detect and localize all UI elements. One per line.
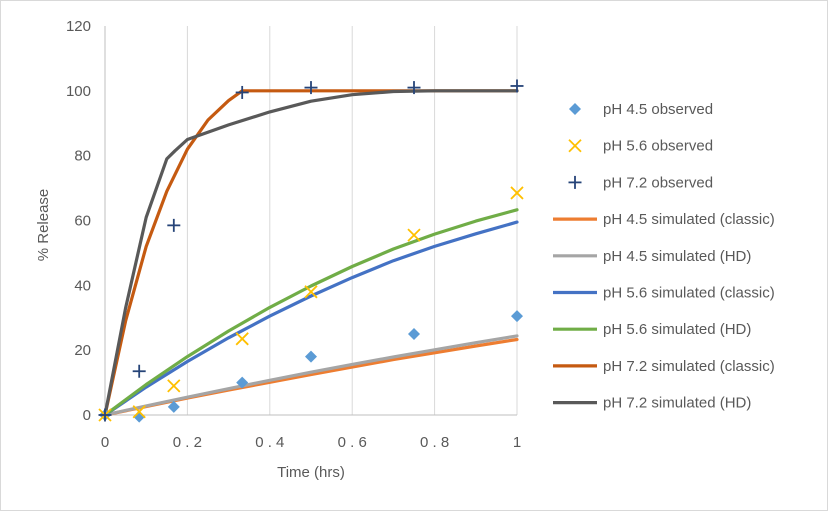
x-axis-title: Time (hrs) xyxy=(277,464,345,481)
ph-5-6-simulated-hd-line xyxy=(103,208,519,417)
ph-5-6-observed-point xyxy=(235,332,249,346)
legend-swatch xyxy=(568,175,582,189)
ph-5-6-observed-point xyxy=(132,405,146,419)
ph-7-2-observed-point xyxy=(304,81,318,95)
ph-4-5-observed-point xyxy=(167,400,180,413)
legend-label: pH 4.5 observed xyxy=(603,101,713,118)
ph-5-6-observed-point xyxy=(407,228,421,242)
legend-label: pH 5.6 simulated (HD) xyxy=(603,321,751,338)
ph-5-6-observed-point xyxy=(167,379,181,393)
x-tick-label: 0 . 4 xyxy=(255,434,284,451)
marker-stroke xyxy=(510,186,524,200)
y-tick-label: 100 xyxy=(66,83,91,100)
legend-entry-ph-4-5-simulated-hd: pH 4.5 simulated (HD) xyxy=(553,248,751,265)
y-axis-title: % Release xyxy=(35,189,52,262)
legend-label: pH 4.5 simulated (classic) xyxy=(603,211,775,228)
marker-stroke xyxy=(568,139,582,153)
ph-5-6-simulated-classic-line xyxy=(103,220,519,417)
legend-entry-ph-5-6-simulated-classic: pH 5.6 simulated (classic) xyxy=(553,285,775,302)
ph-4-5-observed-point xyxy=(305,350,317,363)
ph-7-2-simulated-classic-line xyxy=(103,89,519,417)
ph-4-5-observed-point xyxy=(236,376,249,389)
legend-entry-ph-7-2-simulated-hd: pH 7.2 simulated (HD) xyxy=(553,395,751,412)
y-tick-label: 120 xyxy=(66,18,91,35)
x-tick-label: 0 . 2 xyxy=(173,434,202,451)
ph-7-2-observed-point xyxy=(98,408,112,422)
y-tick-label: 20 xyxy=(74,342,91,359)
y-tick-label: 80 xyxy=(74,148,91,165)
legend-label: pH 4.5 simulated (HD) xyxy=(603,248,751,265)
grid-layer xyxy=(186,26,518,415)
marker-stroke xyxy=(407,228,421,242)
marker-stroke xyxy=(235,332,249,346)
axis-layer: 0 0 . 2 0 . 4 0 . 6 0 . 8 1 0 20 40 60 80 100 120 xyxy=(66,18,521,451)
ph-5-6-observed-point xyxy=(510,186,524,200)
legend-entry-ph-4-5-observed: pH 4.5 observed xyxy=(569,101,713,118)
marker-layer xyxy=(98,79,524,423)
legend-label: pH 7.2 simulated (HD) xyxy=(603,395,751,412)
ph-4-5-simulated-hd-line xyxy=(103,334,519,417)
y-tick-label: 0 xyxy=(83,407,91,424)
legend-label: pH 5.6 observed xyxy=(603,138,713,155)
marker-stroke xyxy=(132,405,146,419)
legend-entry-ph-5-6-simulated-hd: pH 5.6 simulated (HD) xyxy=(553,321,751,338)
legend-label: pH 5.6 simulated (classic) xyxy=(603,285,775,302)
y-tick-label: 40 xyxy=(74,277,91,294)
x-tick-label: 0 . 8 xyxy=(420,434,449,451)
legend-swatch xyxy=(569,103,581,115)
ph-7-2-observed-point xyxy=(235,85,249,99)
ph-7-2-simulated-hd-line xyxy=(103,89,519,417)
legend-label: pH 7.2 simulated (classic) xyxy=(603,358,775,375)
legend-entry-ph-7-2-simulated-classic: pH 7.2 simulated (classic) xyxy=(553,358,775,375)
x-tick-label: 0 . 6 xyxy=(338,434,367,451)
marker-stroke xyxy=(167,379,181,393)
ph-7-2-observed-point xyxy=(167,218,181,232)
ph-7-2-observed-point xyxy=(132,364,146,378)
ph-4-5-observed-point xyxy=(511,310,523,323)
marker-stroke xyxy=(304,285,318,299)
legend-entry-ph-4-5-simulated-classic: pH 4.5 simulated (classic) xyxy=(553,211,775,228)
ph-7-2-observed-point xyxy=(510,79,524,93)
legend-entry-ph-5-6-observed: pH 5.6 observed xyxy=(568,138,713,155)
x-tick-label: 1 xyxy=(513,434,521,451)
ph-4-5-observed-point xyxy=(408,327,420,340)
x-tick-label: 0 xyxy=(101,434,109,451)
y-tick-label: 60 xyxy=(74,213,91,230)
legend-swatch xyxy=(568,139,582,153)
ph-7-2-observed-point xyxy=(407,81,421,95)
legend: pH 4.5 observed pH 5.6 observed pH 7.2 obs… xyxy=(553,101,775,412)
line-layer xyxy=(103,89,519,417)
legend-label: pH 7.2 observed xyxy=(603,174,713,191)
ph-5-6-observed-point xyxy=(304,285,318,299)
legend-entry-ph-7-2-observed: pH 7.2 observed xyxy=(568,174,713,191)
